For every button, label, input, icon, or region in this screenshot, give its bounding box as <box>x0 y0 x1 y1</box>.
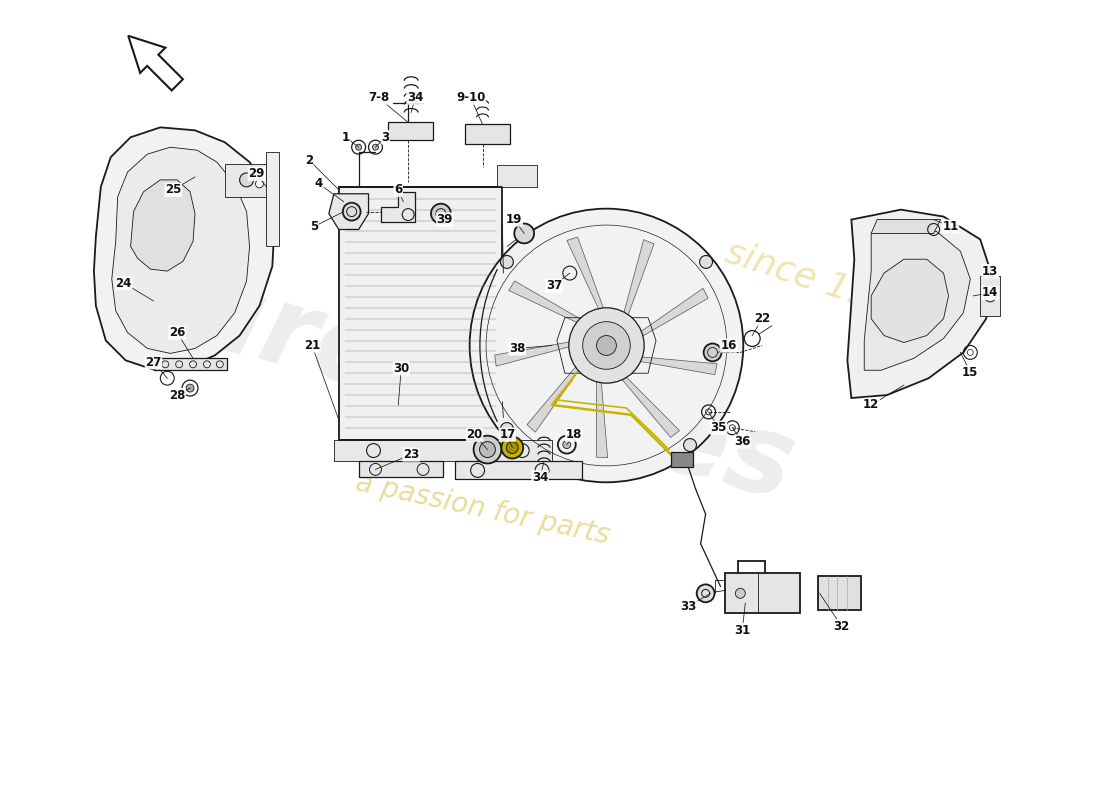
Text: 12: 12 <box>864 398 879 411</box>
Text: 18: 18 <box>565 428 582 441</box>
Polygon shape <box>497 165 537 187</box>
Text: 29: 29 <box>249 167 265 181</box>
Text: eurospares: eurospares <box>100 238 806 522</box>
Text: 30: 30 <box>393 362 409 374</box>
Polygon shape <box>865 223 970 370</box>
Polygon shape <box>454 462 582 479</box>
Text: 1: 1 <box>342 130 350 144</box>
Circle shape <box>745 330 760 346</box>
Text: a passion for parts: a passion for parts <box>353 469 613 550</box>
Circle shape <box>563 441 571 449</box>
Text: 3: 3 <box>382 130 389 144</box>
Circle shape <box>480 442 495 458</box>
Polygon shape <box>871 259 948 342</box>
Circle shape <box>596 335 616 355</box>
Polygon shape <box>527 356 587 432</box>
Polygon shape <box>566 237 608 322</box>
Text: 24: 24 <box>116 277 132 290</box>
Polygon shape <box>671 451 693 467</box>
Polygon shape <box>613 367 680 438</box>
Circle shape <box>704 343 722 362</box>
Circle shape <box>470 209 744 482</box>
Circle shape <box>500 422 514 435</box>
Polygon shape <box>495 339 583 366</box>
Polygon shape <box>980 276 1000 316</box>
Circle shape <box>186 384 194 392</box>
Circle shape <box>506 442 518 454</box>
Circle shape <box>683 438 696 451</box>
Polygon shape <box>339 187 503 440</box>
Text: 25: 25 <box>165 183 182 196</box>
Text: 17: 17 <box>499 428 516 441</box>
Polygon shape <box>382 192 415 222</box>
Circle shape <box>343 202 361 221</box>
Polygon shape <box>224 164 273 197</box>
Text: 9-10: 9-10 <box>456 91 485 104</box>
Text: 32: 32 <box>834 619 849 633</box>
Polygon shape <box>333 440 552 462</box>
Polygon shape <box>508 281 593 329</box>
Circle shape <box>515 223 535 243</box>
Circle shape <box>696 585 715 602</box>
Polygon shape <box>626 356 717 374</box>
Circle shape <box>255 180 263 188</box>
Text: 7-8: 7-8 <box>367 91 389 104</box>
Text: 13: 13 <box>982 265 999 278</box>
Polygon shape <box>817 577 861 610</box>
Text: 31: 31 <box>734 623 750 637</box>
Text: 15: 15 <box>962 366 979 378</box>
Text: 37: 37 <box>546 279 562 293</box>
Text: 39: 39 <box>437 213 453 226</box>
Text: 14: 14 <box>982 286 999 299</box>
Circle shape <box>373 144 378 150</box>
Polygon shape <box>131 180 195 271</box>
Polygon shape <box>112 147 250 354</box>
Polygon shape <box>129 36 183 90</box>
Text: 28: 28 <box>169 389 186 402</box>
Circle shape <box>355 144 362 150</box>
Polygon shape <box>629 288 708 343</box>
Text: 36: 36 <box>734 435 750 448</box>
Text: 2: 2 <box>305 154 314 166</box>
Text: 16: 16 <box>720 339 737 352</box>
Circle shape <box>240 173 253 187</box>
Text: 34: 34 <box>532 471 548 484</box>
Circle shape <box>502 437 524 458</box>
Polygon shape <box>620 240 654 329</box>
Text: 5: 5 <box>310 220 318 233</box>
Polygon shape <box>847 210 993 398</box>
Text: 35: 35 <box>711 422 727 434</box>
Circle shape <box>583 322 630 370</box>
Text: 22: 22 <box>754 312 770 326</box>
Polygon shape <box>871 219 940 234</box>
Text: 19: 19 <box>506 213 522 226</box>
Text: 23: 23 <box>403 448 419 461</box>
Text: 6: 6 <box>394 183 403 196</box>
Text: 34: 34 <box>407 91 424 104</box>
Circle shape <box>569 308 645 383</box>
Text: 27: 27 <box>145 356 162 369</box>
Polygon shape <box>725 574 800 613</box>
Circle shape <box>700 255 713 268</box>
Circle shape <box>500 255 514 268</box>
Polygon shape <box>388 122 433 140</box>
Polygon shape <box>329 194 368 230</box>
Polygon shape <box>155 358 227 370</box>
Circle shape <box>474 436 502 463</box>
Text: 38: 38 <box>509 342 526 355</box>
Text: 4: 4 <box>315 178 323 190</box>
Polygon shape <box>94 127 274 370</box>
Text: 33: 33 <box>681 600 697 613</box>
Polygon shape <box>596 367 607 458</box>
Text: 20: 20 <box>466 428 483 441</box>
Circle shape <box>431 204 451 223</box>
Polygon shape <box>266 152 279 246</box>
Text: 26: 26 <box>169 326 186 339</box>
Text: 11: 11 <box>943 220 958 233</box>
Circle shape <box>736 588 746 598</box>
Polygon shape <box>359 462 443 478</box>
Polygon shape <box>464 124 510 144</box>
Text: 21: 21 <box>304 339 320 352</box>
Text: since 1985: since 1985 <box>720 234 918 328</box>
